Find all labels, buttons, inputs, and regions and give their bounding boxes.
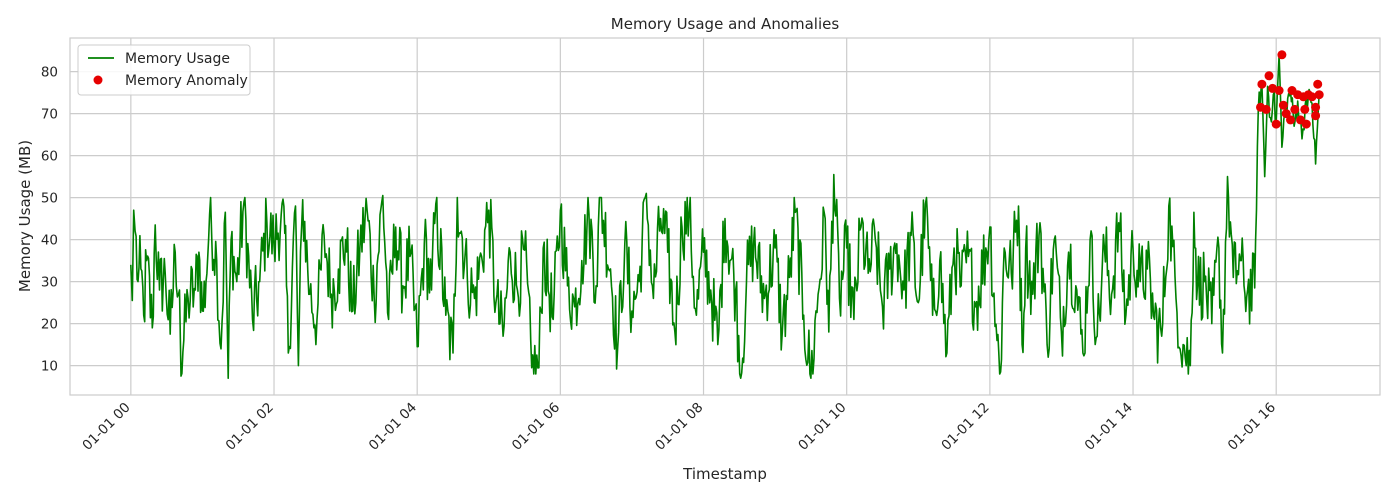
x-tick-label: 01-01 06 xyxy=(509,400,563,454)
legend-label-memory-usage: Memory Usage xyxy=(125,51,230,67)
anomaly-point xyxy=(1290,104,1300,114)
anomaly-point xyxy=(1314,90,1324,100)
y-tick-label: 10 xyxy=(41,359,58,375)
anomaly-point xyxy=(1311,111,1321,121)
anomaly-point xyxy=(1307,92,1317,102)
y-tick-label: 50 xyxy=(41,191,58,207)
x-tick-label: 01-01 16 xyxy=(1225,400,1279,454)
grid-lines xyxy=(70,38,1380,395)
y-tick-label: 30 xyxy=(41,275,58,291)
y-tick-label: 80 xyxy=(41,65,58,81)
anomaly-point xyxy=(1261,104,1271,114)
legend-dot-swatch xyxy=(93,75,103,85)
y-axis-ticks: 10 20 30 40 50 60 70 80 xyxy=(41,65,58,375)
legend: Memory Usage Memory Anomaly xyxy=(77,44,251,96)
x-tick-label: 01-01 14 xyxy=(1082,400,1136,454)
anomaly-point xyxy=(1281,109,1291,119)
x-axis-ticks: 01-01 00 01-01 02 01-01 04 01-01 06 01-01 08… xyxy=(79,400,1279,454)
anomaly-point xyxy=(1271,119,1281,129)
legend-box xyxy=(77,44,251,96)
anomaly-point xyxy=(1300,104,1310,114)
x-tick-label: 01-01 08 xyxy=(652,400,706,454)
x-tick-label: 01-01 00 xyxy=(79,400,133,454)
x-axis-label: Timestamp xyxy=(682,465,767,483)
series-layer xyxy=(130,50,1324,379)
anomaly-point xyxy=(1264,71,1274,81)
anomaly-point xyxy=(1286,115,1295,125)
x-tick-label: 01-01 04 xyxy=(366,400,420,454)
y-tick-label: 20 xyxy=(41,317,58,333)
anomaly-point xyxy=(1277,50,1287,60)
anomaly-point xyxy=(1313,79,1323,89)
legend-label-memory-anomaly: Memory Anomaly xyxy=(125,73,248,89)
anomaly-point xyxy=(1301,119,1311,129)
memory-usage-line xyxy=(130,54,1320,379)
x-tick-label: 01-01 10 xyxy=(795,400,849,454)
anomaly-point xyxy=(1278,100,1288,110)
anomaly-point xyxy=(1274,86,1284,95)
x-tick-label: 01-01 02 xyxy=(223,400,277,454)
y-tick-label: 70 xyxy=(41,107,58,123)
anomaly-point xyxy=(1311,102,1321,112)
y-tick-label: 60 xyxy=(41,149,58,165)
x-tick-label: 01-01 12 xyxy=(938,400,992,454)
chart-title: Memory Usage and Anomalies xyxy=(611,15,840,33)
y-tick-label: 40 xyxy=(41,233,58,249)
y-axis-label: Memory Usage (MB) xyxy=(16,140,34,292)
anomaly-point xyxy=(1257,79,1267,89)
